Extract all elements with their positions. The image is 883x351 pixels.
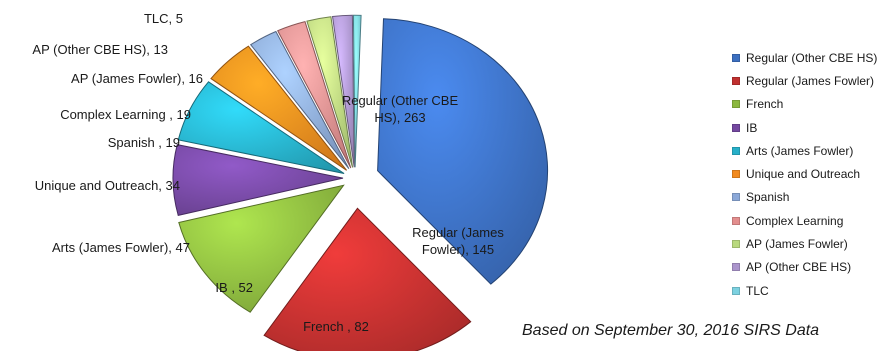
slice-ap-other-cbe-hs xyxy=(331,14,355,168)
legend-label: Regular (James Fowler) xyxy=(746,73,875,88)
data-label: TLC, 5 xyxy=(144,11,183,26)
pie-slices xyxy=(172,14,549,351)
legend-label: AP (Other CBE HS) xyxy=(746,260,852,275)
legend-item: French xyxy=(732,93,882,116)
slice-arts-james-fowler xyxy=(177,81,345,174)
data-label: Unique and Outreach, 34 xyxy=(35,178,180,193)
slice-labels: Regular (Other CBE HS), 263 Regular (James… xyxy=(32,11,504,334)
data-label: Arts (James Fowler), 47 xyxy=(52,240,190,255)
legend: Regular (Other CBE HS) Regular (James Fow… xyxy=(732,46,882,302)
legend-item: AP (Other CBE HS) xyxy=(732,256,882,279)
legend-swatch xyxy=(732,123,740,132)
legend-swatch xyxy=(732,263,740,272)
slice-unique-and-outreach xyxy=(210,45,347,171)
slice-tlc xyxy=(352,14,362,168)
data-label: Regular (Other CBE HS), 263 xyxy=(342,93,459,125)
legend-swatch xyxy=(732,170,740,179)
data-label: Spanish , 19 xyxy=(108,135,180,150)
legend-item: Spanish xyxy=(732,186,882,209)
legend-label: Arts (James Fowler) xyxy=(746,143,854,158)
slice-spanish xyxy=(249,30,350,170)
legend-swatch xyxy=(732,240,740,249)
slice-ap-james-fowler xyxy=(306,16,354,168)
legend-item: Regular (Other CBE HS) xyxy=(732,46,882,69)
legend-label: Unique and Outreach xyxy=(746,167,861,182)
slice-regular-james-fowler xyxy=(263,207,472,351)
data-label: AP (James Fowler), 16 xyxy=(71,71,203,86)
legend-swatch xyxy=(732,100,740,109)
legend-item: Arts (James Fowler) xyxy=(732,139,882,162)
slice-french xyxy=(178,184,345,313)
legend-item: Regular (James Fowler) xyxy=(732,69,882,92)
slice-regular-other-cbe-hs xyxy=(377,18,549,285)
legend-label: French xyxy=(746,97,784,112)
legend-item: Unique and Outreach xyxy=(732,162,882,185)
legend-label: IB xyxy=(746,120,758,135)
data-label: Complex Learning , 19 xyxy=(60,107,191,122)
legend-label: Spanish xyxy=(746,190,790,205)
slice-complex-learning xyxy=(277,21,352,169)
legend-label: Complex Learning xyxy=(746,213,844,228)
legend-label: Regular (Other CBE HS) xyxy=(746,50,878,65)
legend-swatch xyxy=(732,53,740,62)
data-label: IB , 52 xyxy=(215,280,253,295)
legend-item: IB xyxy=(732,116,882,139)
data-label: Regular (James Fowler), 145 xyxy=(412,225,504,257)
legend-swatch xyxy=(732,193,740,202)
legend-item: TLC xyxy=(732,279,882,302)
legend-item: Complex Learning xyxy=(732,209,882,232)
slice-ib xyxy=(172,144,344,216)
legend-item: AP (James Fowler) xyxy=(732,232,882,255)
source-note: Based on September 30, 2016 SIRS Data xyxy=(522,322,820,339)
legend-swatch xyxy=(732,146,740,155)
legend-swatch xyxy=(732,76,740,85)
legend-swatch xyxy=(732,216,740,225)
data-label: AP (Other CBE HS), 13 xyxy=(32,42,168,57)
legend-label: TLC xyxy=(746,283,769,298)
legend-label: AP (James Fowler) xyxy=(746,237,848,252)
data-label: French , 82 xyxy=(303,319,369,334)
legend-swatch xyxy=(732,286,740,295)
